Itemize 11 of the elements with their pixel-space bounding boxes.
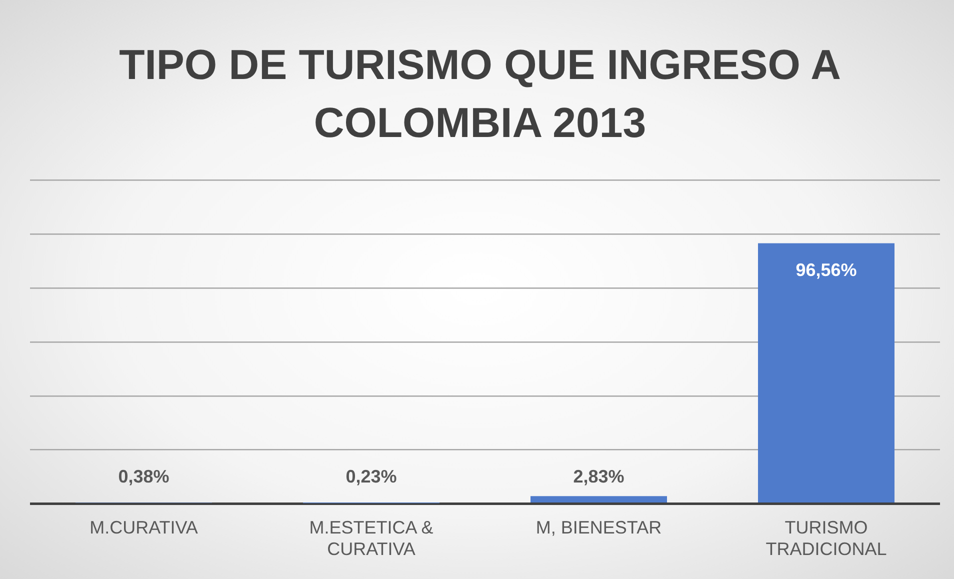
data-label: 96,56% — [796, 260, 857, 280]
x-tick-label: M, BIENESTAR — [536, 518, 662, 538]
data-label: 2,83% — [573, 466, 624, 487]
data-label: 0,38% — [118, 466, 170, 487]
x-tick-label: M.CURATIVA — [90, 518, 198, 538]
chart-title: TIPO DE TURISMO QUE INGRESO A COLOMBIA 2013 — [118, 40, 842, 148]
bar — [530, 496, 667, 503]
data-label: 0,23% — [346, 466, 397, 487]
x-tick-label: TURISMO TRADICIONAL — [766, 518, 887, 560]
x-tick-label: M.ESTETICA & CURATIVA — [309, 518, 434, 560]
bar — [758, 243, 894, 503]
